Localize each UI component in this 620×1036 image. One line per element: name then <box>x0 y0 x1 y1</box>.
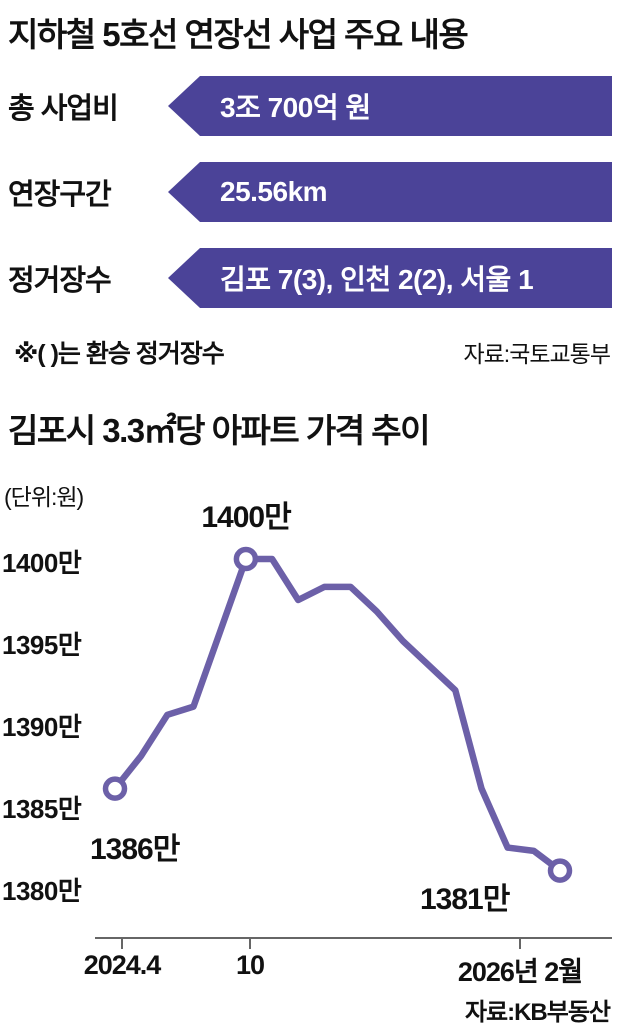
data-point-marker <box>547 858 573 883</box>
chart-canvas <box>95 546 612 949</box>
footnote-row: ※( )는 환승 정거장수 자료:국토교통부 <box>14 334 611 370</box>
y-tick-1390: 1390만 <box>2 712 82 742</box>
banner-value-extension-length: 25.56km <box>220 176 328 207</box>
y-tick-1395: 1395만 <box>2 630 82 660</box>
info-row-extension-length: 연장구간 25.56km <box>8 162 612 222</box>
banner-extension-length: 25.56km <box>168 162 612 222</box>
banner-value-total-cost: 3조 700억 원 <box>220 92 371 123</box>
data-point-marker <box>102 776 128 801</box>
info-label-station-count: 정거장수 <box>8 265 112 297</box>
data-point-marker <box>233 546 259 572</box>
y-tick-1385: 1385만 <box>2 794 82 824</box>
x-tick-2024-4: 2024.4 <box>83 950 162 980</box>
price-line-series <box>111 555 564 874</box>
y-tick-1400: 1400만 <box>2 548 82 578</box>
transfer-station-note: ※( )는 환승 정거장수 <box>14 340 225 368</box>
x-tick-2026-2: 2026년 2월 <box>457 957 583 987</box>
source-molit: 자료:국토교통부 <box>463 341 611 367</box>
banner-value-station-count: 김포 7(3), 인천 2(2), 서울 1 <box>220 264 534 295</box>
info-label-total-cost: 총 사업비 <box>8 93 119 125</box>
banner-station-count: 김포 7(3), 인천 2(2), 서울 1 <box>168 248 612 308</box>
info-row-station-count: 정거장수 김포 7(3), 인천 2(2), 서울 1 <box>8 248 612 308</box>
y-tick-1380: 1380만 <box>2 876 82 906</box>
page-title: 지하철 5호선 연장선 사업 주요 내용 <box>8 16 469 53</box>
info-label-extension-length: 연장구간 <box>8 179 112 211</box>
price-trend-chart: (단위:원) 1400만 1395만 1390만 1385만 1380만 202… <box>0 476 620 1036</box>
banner-total-cost: 3조 700억 원 <box>168 76 612 136</box>
info-row-total-cost: 총 사업비 3조 700억 원 <box>8 76 612 136</box>
annotation-peak-value: 1400만 <box>201 501 291 534</box>
chart-title: 김포시 3.3㎡당 아파트 가격 추이 <box>8 412 431 449</box>
data-point-markers <box>102 546 573 883</box>
unit-label: (단위:원) <box>4 484 84 510</box>
annotation-end-value: 1381만 <box>420 883 510 916</box>
x-tick-10: 10 <box>235 950 265 980</box>
annotation-start-value: 1386만 <box>90 833 180 866</box>
